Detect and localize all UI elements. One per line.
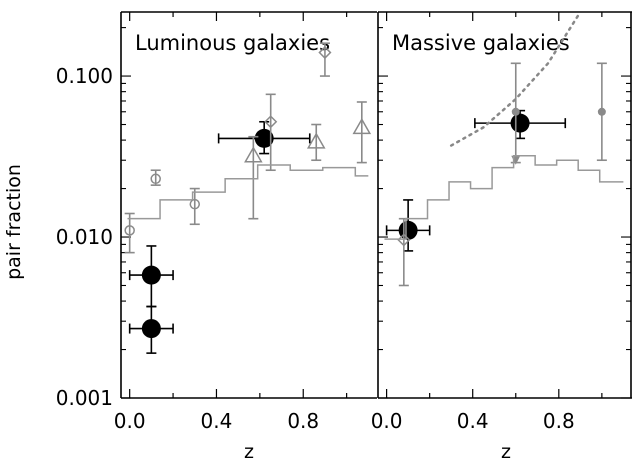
data-point <box>597 107 606 116</box>
data-point <box>141 319 161 339</box>
histogram-step-line <box>127 164 369 220</box>
data-point <box>264 115 278 129</box>
data-point <box>150 173 161 185</box>
data-point <box>306 132 326 149</box>
data-point <box>511 107 520 116</box>
y-tick-label: 0.001 <box>56 386 113 410</box>
data-point <box>254 128 274 148</box>
y-tick-label: 0.100 <box>56 64 113 88</box>
panel-luminous-galaxies: 0.0 0.4 0.8 0.001 0.010 0.100 Luminous galaxie… <box>56 11 377 433</box>
x-tick-label: 0.4 <box>457 409 489 433</box>
x-axis-label-right: z <box>501 441 511 463</box>
x-tick-label: 0.8 <box>543 409 575 433</box>
panel-title: Massive galaxies <box>392 31 570 55</box>
data-point <box>124 225 135 236</box>
data-point <box>141 265 161 285</box>
x-tick-label: 0.0 <box>114 409 146 433</box>
data-point <box>352 117 372 135</box>
data-point <box>318 45 332 60</box>
data-point <box>189 198 201 210</box>
x-tick-label: 0.0 <box>371 409 403 433</box>
data-point <box>244 146 263 163</box>
data-point <box>510 113 530 133</box>
panel-title: Luminous galaxies <box>135 31 330 55</box>
x-tick-label: 0.8 <box>287 409 319 433</box>
panel-massive-galaxies: 0.0 0.4 0.8 Massive galaxies <box>371 10 632 433</box>
data-point <box>397 233 411 247</box>
x-tick-label: 0.4 <box>201 409 233 433</box>
histogram-step-line <box>384 154 624 240</box>
x-axis-label-left: z <box>244 441 254 463</box>
model-dotted-line <box>449 10 582 147</box>
y-tick-label: 0.010 <box>56 225 113 249</box>
y-axis-label: pair fraction <box>3 164 25 280</box>
